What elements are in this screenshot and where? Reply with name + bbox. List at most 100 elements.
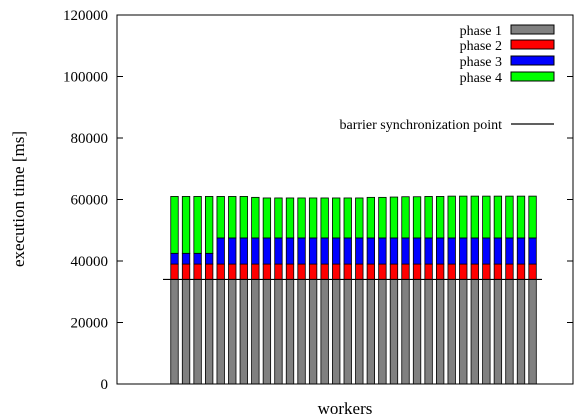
y-tick-label: 40000 bbox=[71, 254, 109, 270]
bar-segment-phase-1 bbox=[239, 279, 248, 385]
bar-segment-phase-3 bbox=[170, 252, 179, 265]
bar-segment-phase-1 bbox=[332, 279, 341, 385]
bar-segment-phase-1 bbox=[251, 279, 260, 385]
bar-segment-phase-4 bbox=[181, 196, 191, 254]
bar-segment-phase-2 bbox=[378, 263, 387, 280]
bar-segment-phase-4 bbox=[262, 197, 272, 239]
bar-segment-phase-1 bbox=[308, 279, 318, 385]
bar-segment-phase-3 bbox=[251, 237, 260, 265]
bar-segment-phase-4 bbox=[389, 196, 399, 239]
bar-segment-phase-3 bbox=[297, 237, 306, 265]
bar-segment-phase-2 bbox=[297, 263, 306, 280]
bar-segment-phase-2 bbox=[389, 263, 399, 280]
bar-segment-phase-4 bbox=[170, 196, 179, 254]
bar-segment-phase-1 bbox=[516, 279, 526, 385]
bar-segment-phase-1 bbox=[459, 279, 468, 385]
bar-segment-phase-3 bbox=[228, 237, 237, 265]
bar-segment-phase-2 bbox=[251, 263, 260, 280]
bar-segment-phase-1 bbox=[401, 279, 410, 385]
bar-segment-phase-4 bbox=[332, 197, 341, 239]
bar-segment-phase-2 bbox=[355, 263, 364, 280]
bar-segment-phase-3 bbox=[378, 237, 387, 265]
legend-label-phase-2: phase 2 bbox=[460, 39, 502, 54]
bar-segment-phase-3 bbox=[355, 237, 364, 265]
bar-segment-phase-4 bbox=[412, 196, 422, 239]
y-tick-label: 20000 bbox=[71, 316, 109, 332]
bar-segment-phase-4 bbox=[274, 197, 283, 239]
bar-segment-phase-3 bbox=[181, 252, 191, 265]
bar-segment-phase-3 bbox=[262, 237, 272, 265]
bar-segment-phase-2 bbox=[332, 263, 341, 280]
bar-segment-phase-3 bbox=[274, 237, 283, 265]
bar-segment-phase-2 bbox=[285, 263, 295, 280]
bar-segment-phase-4 bbox=[528, 195, 537, 239]
bar-segment-phase-4 bbox=[320, 197, 329, 239]
bar-segment-phase-4 bbox=[204, 196, 214, 254]
bar-segment-phase-2 bbox=[274, 263, 283, 280]
bar-segment-phase-3 bbox=[493, 237, 503, 265]
bar-segment-phase-3 bbox=[193, 252, 202, 265]
bar-segment-phase-2 bbox=[343, 263, 352, 280]
bar-segment-phase-2 bbox=[228, 263, 237, 280]
y-axis-ticks: 0 20000 40000 60000 80000 100000 120000 bbox=[63, 8, 573, 393]
bar-segment-phase-4 bbox=[470, 195, 479, 239]
bar-segment-phase-4 bbox=[459, 195, 468, 239]
bar-segment-phase-4 bbox=[516, 195, 526, 239]
bar-segment-phase-1 bbox=[378, 279, 387, 385]
legend-label-phase-3: phase 3 bbox=[460, 55, 502, 70]
bar-segment-phase-2 bbox=[181, 263, 191, 280]
y-tick-label: 80000 bbox=[71, 131, 109, 147]
bar-segment-phase-4 bbox=[228, 196, 237, 239]
bar-segment-phase-1 bbox=[216, 279, 225, 385]
bar-segment-phase-1 bbox=[355, 279, 364, 385]
bar-segment-phase-3 bbox=[459, 237, 468, 265]
bar-segment-phase-2 bbox=[528, 263, 537, 280]
bar-segment-phase-2 bbox=[424, 263, 433, 280]
bar-segment-phase-4 bbox=[482, 195, 491, 239]
x-axis-label: workers bbox=[318, 399, 373, 417]
bar-segment-phase-3 bbox=[285, 237, 295, 265]
bar-segment-phase-2 bbox=[435, 263, 445, 280]
y-tick-label: 60000 bbox=[71, 193, 109, 209]
bar-segment-phase-1 bbox=[285, 279, 295, 385]
bar-segment-phase-4 bbox=[493, 195, 503, 239]
legend-label-barrier: barrier synchronization point bbox=[339, 118, 502, 133]
bar-segment-phase-1 bbox=[170, 279, 179, 385]
bar-segment-phase-3 bbox=[470, 237, 479, 265]
bar-segment-phase-1 bbox=[505, 279, 514, 385]
bar-segment-phase-4 bbox=[251, 196, 260, 239]
bar-segment-phase-3 bbox=[216, 237, 225, 265]
bar-segment-phase-2 bbox=[516, 263, 526, 280]
bar-segment-phase-4 bbox=[401, 196, 410, 239]
bar-segment-phase-2 bbox=[470, 263, 479, 280]
bar-segment-phase-2 bbox=[493, 263, 503, 280]
bar-segment-phase-4 bbox=[343, 197, 352, 239]
bar-segment-phase-1 bbox=[528, 279, 537, 385]
bar-segment-phase-4 bbox=[378, 196, 387, 239]
legend-label-phase-4: phase 4 bbox=[460, 71, 502, 86]
bar-segment-phase-2 bbox=[216, 263, 225, 280]
bar-stacks bbox=[170, 195, 537, 385]
bar-segment-phase-1 bbox=[435, 279, 445, 385]
bar-segment-phase-3 bbox=[343, 237, 352, 265]
bar-segment-phase-2 bbox=[308, 263, 318, 280]
bar-segment-phase-1 bbox=[320, 279, 329, 385]
bar-segment-phase-1 bbox=[181, 279, 191, 385]
bar-segment-phase-1 bbox=[297, 279, 306, 385]
bar-segment-phase-2 bbox=[204, 263, 214, 280]
y-tick-label: 100000 bbox=[63, 70, 108, 86]
legend-label-phase-1: phase 1 bbox=[460, 24, 502, 39]
legend-swatch-phase-4 bbox=[510, 71, 555, 82]
legend-swatch-phase-3 bbox=[510, 55, 555, 66]
bar-segment-phase-2 bbox=[193, 263, 202, 280]
bar-segment-phase-2 bbox=[505, 263, 514, 280]
bar-segment-phase-2 bbox=[320, 263, 329, 280]
bar-segment-phase-3 bbox=[332, 237, 341, 265]
bar-segment-phase-2 bbox=[366, 263, 376, 280]
bar-segment-phase-1 bbox=[493, 279, 503, 385]
bar-segment-phase-3 bbox=[412, 237, 422, 265]
bar-segment-phase-3 bbox=[447, 237, 456, 265]
bar-segment-phase-4 bbox=[308, 197, 318, 239]
bar-segment-phase-4 bbox=[505, 195, 514, 239]
bar-segment-phase-4 bbox=[366, 196, 376, 239]
